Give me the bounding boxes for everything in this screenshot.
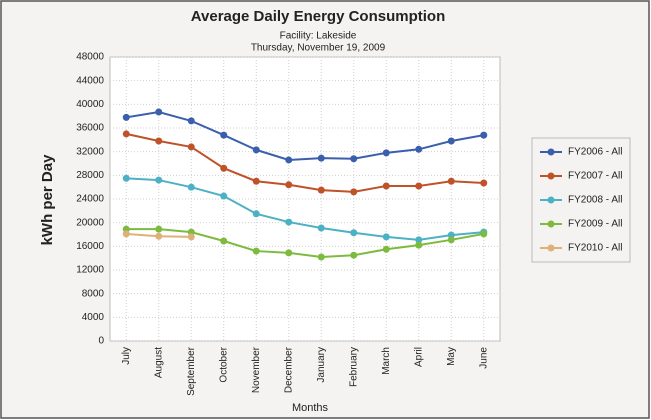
legend-label: FY2009 - All [568,219,622,230]
series-line [126,111,484,161]
data-point [187,233,195,241]
data-point [285,156,293,164]
data-point [122,130,130,138]
x-tick-label: May [446,347,457,366]
y-tick-label: 36000 [76,123,104,134]
legend-marker [547,220,555,228]
data-point [350,188,358,196]
data-point [447,177,455,185]
data-point [382,182,390,190]
data-point [350,155,358,163]
data-point [252,210,260,218]
series-line [126,228,484,258]
data-point [155,225,163,233]
data-point [382,149,390,157]
series-line [126,177,484,241]
legend-label: FY2008 - All [568,195,622,206]
data-point [285,181,293,189]
y-tick-label: 8000 [82,288,105,299]
data-point [317,253,325,261]
data-point [155,176,163,184]
y-tick-label: 28000 [76,170,104,181]
x-tick-label: November [251,346,262,393]
data-point [317,186,325,194]
data-point [220,237,228,245]
data-point [220,164,228,172]
data-point [447,137,455,145]
x-tick-label: August [153,347,164,378]
data-point [122,174,130,182]
data-point [480,131,488,139]
data-point [382,245,390,253]
x-tick-label: March [381,347,392,375]
data-point [415,236,423,244]
legend-label: FY2006 - All [568,147,622,158]
data-point [317,224,325,232]
data-point [415,145,423,153]
x-tick-label: April [413,347,424,367]
data-point [252,146,260,154]
x-tick-label: October [218,346,229,382]
x-tick-label: February [348,347,359,387]
data-point [317,154,325,162]
x-tick-label: September [186,346,197,396]
y-tick-label: 0 [98,336,104,347]
y-tick-label: 16000 [76,241,104,252]
legend-marker [547,244,555,252]
legend-label: FY2010 - All [568,243,622,254]
y-tick-label: 24000 [76,194,104,205]
y-tick-label: 40000 [76,99,104,110]
legend-marker [547,148,555,156]
legend-marker [547,196,555,204]
data-point [480,230,488,238]
x-tick-label: June [478,347,489,369]
y-tick-label: 44000 [76,75,104,86]
data-point [187,143,195,151]
data-point [122,113,130,121]
data-point [480,179,488,187]
x-tick-label: July [121,347,132,365]
data-point [122,230,130,238]
date: Thursday, November 19, 2009 [251,43,386,54]
y-tick-label: 12000 [76,265,104,276]
data-point [252,177,260,185]
data-point [350,251,358,259]
data-point [285,249,293,257]
subtitle: Facility: Lakeside [280,31,357,42]
x-tick-label: December [283,346,294,393]
data-point [285,218,293,226]
data-point [350,229,358,237]
legend-marker [547,172,555,180]
data-point [155,232,163,240]
data-point [187,117,195,125]
data-point [447,236,455,244]
data-point [252,247,260,255]
data-point [155,137,163,145]
y-tick-label: 20000 [76,217,104,228]
data-point [415,182,423,190]
y-axis-label: kWh per Day [39,154,56,246]
y-tick-label: 32000 [76,146,104,157]
x-tick-label: January [316,347,327,383]
y-tick-label: 4000 [82,312,105,323]
y-tick-label: 48000 [76,52,104,63]
data-point [155,108,163,116]
data-point [382,233,390,241]
legend-label: FY2007 - All [568,171,622,182]
x-axis-label: Months [292,402,329,414]
data-point [187,183,195,191]
data-point [220,131,228,139]
data-point [220,192,228,200]
data-point [415,241,423,249]
chart-title: Average Daily Energy Consumption [191,8,446,25]
series-line [126,132,484,193]
